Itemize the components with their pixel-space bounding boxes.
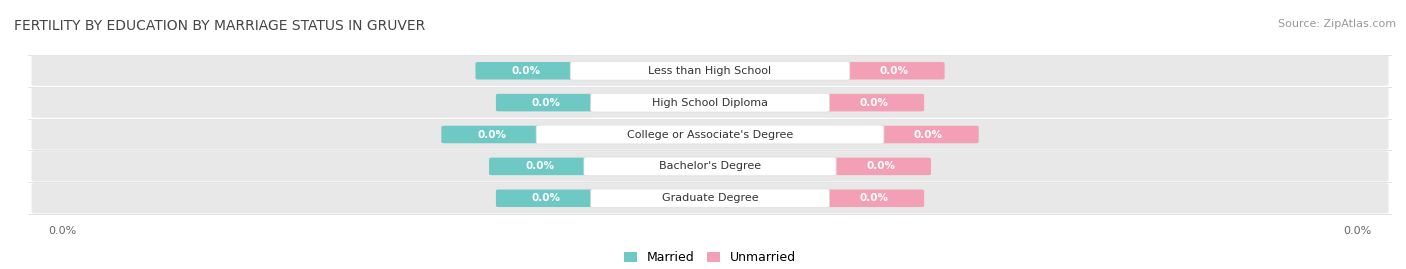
FancyBboxPatch shape [441,126,543,143]
FancyBboxPatch shape [824,94,924,111]
Text: FERTILITY BY EDUCATION BY MARRIAGE STATUS IN GRUVER: FERTILITY BY EDUCATION BY MARRIAGE STATU… [14,19,425,33]
Text: 0.0%: 0.0% [531,98,561,108]
FancyBboxPatch shape [31,183,1389,213]
FancyBboxPatch shape [591,189,830,208]
Text: 0.0%: 0.0% [524,161,554,171]
FancyBboxPatch shape [31,87,1389,118]
FancyBboxPatch shape [489,158,591,175]
FancyBboxPatch shape [571,61,849,80]
Text: Bachelor's Degree: Bachelor's Degree [659,161,761,171]
FancyBboxPatch shape [496,189,596,207]
Text: 0.0%: 0.0% [866,161,896,171]
Text: Less than High School: Less than High School [648,66,772,76]
FancyBboxPatch shape [591,93,830,112]
Legend: Married, Unmarried: Married, Unmarried [619,246,801,269]
Text: 0.0%: 0.0% [880,66,908,76]
Text: 0.0%: 0.0% [914,129,943,140]
Text: Graduate Degree: Graduate Degree [662,193,758,203]
FancyBboxPatch shape [877,126,979,143]
FancyBboxPatch shape [31,151,1389,182]
FancyBboxPatch shape [844,62,945,80]
FancyBboxPatch shape [31,56,1389,86]
Text: 0.0%: 0.0% [477,129,506,140]
Text: 0.0%: 0.0% [531,193,561,203]
Text: College or Associate's Degree: College or Associate's Degree [627,129,793,140]
FancyBboxPatch shape [536,125,884,144]
Text: 0.0%: 0.0% [859,98,889,108]
Text: Source: ZipAtlas.com: Source: ZipAtlas.com [1278,19,1396,29]
Text: High School Diploma: High School Diploma [652,98,768,108]
FancyBboxPatch shape [31,119,1389,150]
FancyBboxPatch shape [496,94,596,111]
Text: 0.0%: 0.0% [859,193,889,203]
FancyBboxPatch shape [583,157,837,176]
FancyBboxPatch shape [830,158,931,175]
FancyBboxPatch shape [475,62,576,80]
FancyBboxPatch shape [824,189,924,207]
Text: 0.0%: 0.0% [512,66,540,76]
